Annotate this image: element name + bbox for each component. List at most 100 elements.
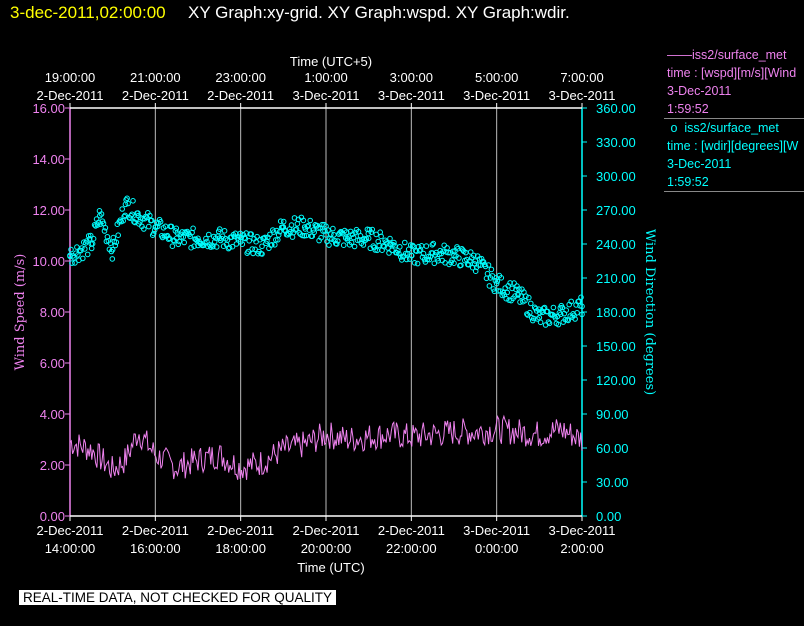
wdir-point: [269, 242, 275, 248]
wdir-point: [380, 243, 386, 249]
wdir-point: [174, 230, 181, 236]
y-right-tick-label: 120.00: [596, 373, 636, 388]
y-left-tick-label: 2.00: [40, 458, 65, 473]
wdir-point: [445, 249, 451, 256]
wdir-point: [315, 225, 321, 231]
wdir-point: [292, 227, 299, 233]
x-tick-label-date: 2-Dec-2011: [37, 523, 104, 538]
wdir-point: [350, 234, 357, 241]
legend-wdir: o iss2/surface_met time : [wdir][degrees…: [664, 119, 804, 191]
wdir-point: [440, 248, 447, 255]
wdir-point: [420, 250, 427, 257]
wdir-point: [329, 236, 335, 242]
wdir-point: [403, 256, 410, 263]
wdir-point: [456, 255, 462, 261]
x-top-tick-label-date: 3-Dec-2011: [293, 88, 360, 103]
wdir-point: [82, 246, 88, 252]
wdir-point: [526, 294, 532, 301]
x-tick-label-date: 3-Dec-2011: [463, 523, 530, 538]
wdir-point: [579, 311, 585, 318]
wdir-point: [87, 232, 94, 239]
wdir-point: [151, 227, 158, 233]
wdir-point: [110, 234, 117, 241]
series-wspd: [69, 414, 583, 480]
wdir-point: [113, 239, 120, 245]
wdir-point: [430, 240, 437, 247]
wdir-point: [555, 321, 562, 328]
wdir-point: [147, 212, 153, 219]
wdir-point: [369, 226, 376, 233]
wdir-point: [540, 305, 547, 312]
x-axis-bottom-label: Time (UTC): [297, 560, 364, 575]
wdir-point: [115, 232, 121, 238]
wdir-point: [362, 237, 369, 243]
wdir-point: [559, 304, 566, 311]
x-tick-label-date: 3-Dec-2011: [549, 523, 616, 538]
x-top-tick-label-time: 23:00:00: [215, 70, 266, 85]
wdir-point: [72, 260, 78, 266]
wdir-point: [289, 234, 296, 240]
x-top-tick-label-time: 7:00:00: [560, 70, 603, 85]
wdir-point: [245, 248, 251, 255]
wdir-point: [563, 307, 570, 314]
y-right-tick-label: 180.00: [596, 305, 636, 320]
wdir-point: [306, 227, 313, 233]
wdir-point: [90, 235, 97, 242]
wdir-point: [409, 242, 416, 249]
wdir-point: [437, 247, 444, 254]
wdir-point: [455, 245, 461, 252]
wdir-point: [389, 247, 395, 254]
wdir-point: [447, 249, 453, 256]
wdir-point: [371, 244, 378, 251]
wdir-point: [368, 229, 375, 235]
wdir-point: [330, 225, 336, 232]
wdir-point: [426, 256, 433, 263]
wdir-point: [343, 229, 350, 235]
wdir-point: [79, 245, 85, 251]
wdir-point: [572, 316, 578, 322]
wdir-point: [411, 260, 418, 266]
x-tick-label-date: 2-Dec-2011: [122, 523, 189, 538]
y-left-tick-label: 12.00: [32, 203, 65, 218]
wdir-point: [397, 244, 403, 250]
wdir-point: [294, 221, 301, 227]
wdir-point: [427, 253, 434, 260]
wdir-point: [193, 236, 199, 243]
wdir-point: [75, 252, 81, 258]
x-top-tick-label-time: 1:00:00: [304, 70, 347, 85]
wdir-point: [337, 230, 343, 236]
wdir-point: [226, 244, 233, 251]
wdir-point: [378, 233, 384, 240]
wdir-point: [334, 241, 340, 247]
wdir-point: [221, 228, 228, 234]
wdir-point: [531, 315, 537, 322]
wdir-point: [88, 245, 95, 252]
y-left-tick-label: 0.00: [40, 509, 65, 524]
y-right-tick-label: 270.00: [596, 203, 636, 218]
wdir-point: [109, 256, 116, 262]
wdir-point: [98, 211, 105, 217]
wdir-point: [175, 241, 182, 248]
wdir-point: [119, 206, 125, 212]
wdir-point: [277, 218, 284, 224]
y-axis-right-label: Wind Direction (degrees): [642, 229, 657, 395]
x-tick-label-date: 2-Dec-2011: [207, 523, 274, 538]
wdir-point: [248, 231, 254, 237]
wdir-point: [89, 240, 96, 247]
wdir-point: [124, 195, 130, 202]
legend-line-swatch: ——: [667, 48, 692, 62]
wdir-point: [69, 260, 75, 266]
wdir-point: [550, 304, 557, 311]
wdir-point: [348, 239, 355, 246]
wdir-point: [157, 219, 164, 225]
legend-wdir-time: 1:59:52: [667, 175, 709, 189]
wdir-point: [344, 237, 351, 243]
wdir-point: [210, 243, 216, 250]
wdir-point: [181, 239, 187, 246]
wdir-point: [71, 254, 77, 261]
wdir-point: [574, 310, 580, 316]
wdir-point: [135, 210, 141, 216]
wdir-point: [188, 244, 194, 251]
x-top-tick-label-date: 2-Dec-2011: [122, 88, 189, 103]
wdir-point: [325, 227, 331, 233]
